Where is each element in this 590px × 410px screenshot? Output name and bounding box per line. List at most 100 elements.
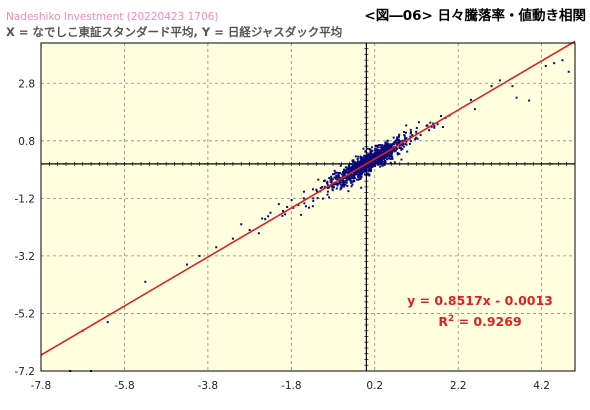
data-point xyxy=(349,166,352,169)
data-point xyxy=(392,136,395,139)
data-point xyxy=(333,173,336,176)
data-point xyxy=(339,178,342,181)
data-point xyxy=(324,179,327,182)
data-point xyxy=(326,183,329,186)
data-point xyxy=(349,180,352,183)
data-point xyxy=(328,196,331,199)
data-point xyxy=(347,171,350,174)
data-point xyxy=(357,178,360,181)
data-point xyxy=(387,143,390,146)
x-tick-label: -1.8 xyxy=(281,380,302,392)
data-point xyxy=(378,160,381,163)
data-point xyxy=(347,172,350,175)
data-point xyxy=(367,160,370,163)
data-point xyxy=(401,144,404,147)
data-point xyxy=(339,176,342,179)
data-point xyxy=(387,153,390,156)
data-point xyxy=(368,174,371,177)
data-point xyxy=(409,128,412,131)
data-point xyxy=(395,141,398,144)
data-point xyxy=(353,173,356,176)
data-point xyxy=(144,280,147,283)
x-tick-label: -5.8 xyxy=(114,380,135,392)
data-point xyxy=(389,154,392,157)
data-point xyxy=(339,188,342,191)
data-point xyxy=(409,130,412,133)
data-point xyxy=(364,173,367,176)
data-point xyxy=(331,173,334,176)
data-point xyxy=(357,155,360,158)
data-point xyxy=(336,183,339,186)
data-point xyxy=(359,175,362,178)
data-point xyxy=(366,160,369,163)
data-point xyxy=(405,124,408,127)
data-point xyxy=(469,98,472,101)
data-point xyxy=(360,186,363,189)
data-point xyxy=(361,162,364,165)
data-point xyxy=(396,153,399,156)
data-point xyxy=(360,171,363,174)
data-point xyxy=(363,166,366,169)
data-point xyxy=(369,151,372,154)
data-point xyxy=(350,185,353,188)
data-point xyxy=(337,182,340,185)
data-point xyxy=(366,153,369,156)
data-point xyxy=(400,148,403,151)
data-point xyxy=(336,176,339,179)
data-point xyxy=(377,161,380,164)
data-point xyxy=(367,154,370,157)
data-point xyxy=(352,163,355,166)
data-point xyxy=(312,199,315,202)
data-point xyxy=(336,184,339,187)
data-point xyxy=(391,157,394,160)
data-point xyxy=(404,137,407,140)
regression-equation: y = 0.8517x - 0.0013 xyxy=(407,293,553,308)
data-point xyxy=(367,165,370,168)
data-point xyxy=(375,161,378,164)
data-point xyxy=(326,190,329,193)
data-point xyxy=(353,177,356,180)
data-point xyxy=(344,177,347,180)
data-point xyxy=(335,174,338,177)
data-point xyxy=(356,169,359,172)
data-point xyxy=(367,153,370,156)
data-point xyxy=(368,169,371,172)
data-point xyxy=(342,182,345,185)
data-point xyxy=(344,170,347,173)
data-point xyxy=(350,176,353,179)
data-point xyxy=(371,157,374,160)
data-point xyxy=(316,190,319,193)
data-point xyxy=(378,162,381,165)
data-point xyxy=(405,140,408,143)
data-point xyxy=(367,158,370,161)
data-point xyxy=(345,181,348,184)
data-point xyxy=(264,218,267,221)
y-tick-label: -1.2 xyxy=(15,193,36,205)
x-tick-label: -3.8 xyxy=(198,380,219,392)
data-point xyxy=(353,175,356,178)
data-point xyxy=(373,163,376,166)
data-point xyxy=(337,172,340,175)
data-point xyxy=(359,170,362,173)
data-point xyxy=(331,185,334,188)
data-point xyxy=(340,185,343,188)
data-point xyxy=(389,161,392,164)
data-point xyxy=(544,65,547,68)
data-point xyxy=(392,141,395,144)
data-point xyxy=(362,170,365,173)
data-point xyxy=(339,164,342,167)
data-point xyxy=(385,153,388,156)
data-point xyxy=(432,122,435,125)
data-point xyxy=(393,161,396,164)
data-point xyxy=(387,145,390,148)
data-point xyxy=(567,70,570,73)
data-point xyxy=(378,149,381,152)
data-point xyxy=(386,154,389,157)
data-point xyxy=(335,171,338,174)
data-point xyxy=(350,174,353,177)
data-point xyxy=(303,202,306,205)
data-point xyxy=(351,177,354,180)
data-point xyxy=(433,126,436,129)
data-point xyxy=(261,217,264,220)
data-point xyxy=(378,156,381,159)
